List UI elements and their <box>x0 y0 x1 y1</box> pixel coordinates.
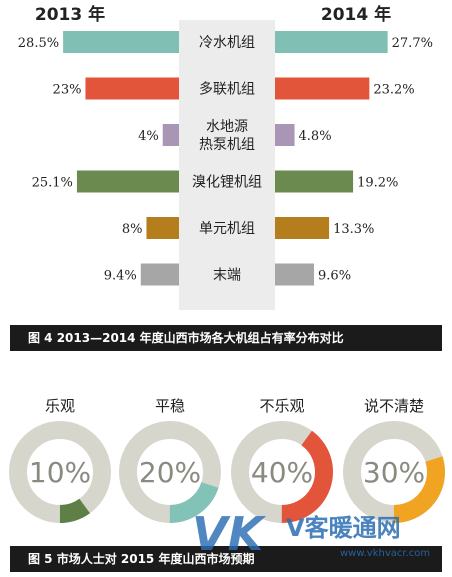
category-label-4: 单元机组 <box>199 221 255 237</box>
donut-title-3: 说不清楚 <box>364 397 424 415</box>
label-2014-5: 9.6% <box>318 269 351 284</box>
figure-5-chart: 乐观 10% 平稳 20% 不乐观 40% 说不清楚 30% <box>9 397 445 523</box>
label-2014-4: 13.3% <box>333 222 374 237</box>
label-2013-0: 28.5% <box>18 36 59 51</box>
category-label-0: 冷水机组 <box>199 35 255 51</box>
bar-2014-2 <box>275 124 295 146</box>
category-label-1: 多联机组 <box>199 81 255 98</box>
donut-value-1: 20% <box>139 456 201 489</box>
figure-4-chart: 2013 年 2014 年 28.5% 27.7% 冷水机组 23% 23.2% 多联机组… <box>18 4 433 310</box>
category-label-2: 水地源热泵机组 <box>199 119 255 153</box>
watermark-vk: VK <box>192 507 267 561</box>
donut-marks: 乐观 10% 平稳 20% 不乐观 40% 说不清楚 30% <box>9 397 445 523</box>
bar-2014-5 <box>275 263 315 286</box>
bar-marks: 28.5% 27.7% 冷水机组 23% 23.2% 多联机组 4% 4.8% 水地源热泵机组 2… <box>18 31 433 286</box>
donut-segment-3 <box>343 421 445 523</box>
watermark-logo: VK V客暖通网 www.vkhvacr.com <box>192 507 430 561</box>
bar-2013-5 <box>140 263 179 286</box>
bar-2013-4 <box>146 217 179 239</box>
bar-2013-1 <box>85 77 179 100</box>
figure-5-caption: 图 5 市场人士对 2015 年度山西市场预期 <box>10 546 442 572</box>
label-2013-4: 8% <box>122 222 143 237</box>
header-2013: 2013 年 <box>35 4 105 25</box>
bar-2014-1 <box>275 77 370 100</box>
donut-title-0: 乐观 <box>45 397 75 415</box>
donut-segment-2 <box>231 420 333 523</box>
category-column-background <box>179 20 275 310</box>
watermark-url: www.vkhvacr.com <box>340 548 430 559</box>
label-2013-3: 25.1% <box>32 176 73 191</box>
bar-2014-3 <box>275 170 354 193</box>
donut-value-2: 40% <box>251 456 313 489</box>
bar-2013-2 <box>162 124 179 146</box>
label-2013-5: 9.4% <box>104 269 137 284</box>
donut-title-2: 不乐观 <box>259 397 304 415</box>
bar-2014-0 <box>275 31 388 53</box>
bar-2014-4 <box>275 217 330 239</box>
donut-title-1: 平稳 <box>155 397 185 415</box>
label-2014-0: 27.7% <box>392 36 433 51</box>
watermark-brand: V客暖通网 <box>286 514 401 542</box>
donut-value-0: 10% <box>29 456 91 489</box>
label-2014-1: 23.2% <box>373 83 414 98</box>
label-2013-1: 23% <box>53 83 82 98</box>
category-label-3: 溴化锂机组 <box>192 175 262 191</box>
label-2014-3: 19.2% <box>357 176 398 191</box>
bar-2013-3 <box>76 170 179 193</box>
donut-value-3: 30% <box>363 456 425 489</box>
label-2013-2: 4% <box>138 129 159 144</box>
header-2014: 2014 年 <box>321 4 391 25</box>
label-2014-2: 4.8% <box>299 129 332 144</box>
bar-2013-0 <box>63 31 179 53</box>
category-label-5: 末端 <box>213 268 241 284</box>
figure-4-caption: 图 4 2013—2014 年度山西市场各大机组占有率分布对比 <box>10 325 442 351</box>
